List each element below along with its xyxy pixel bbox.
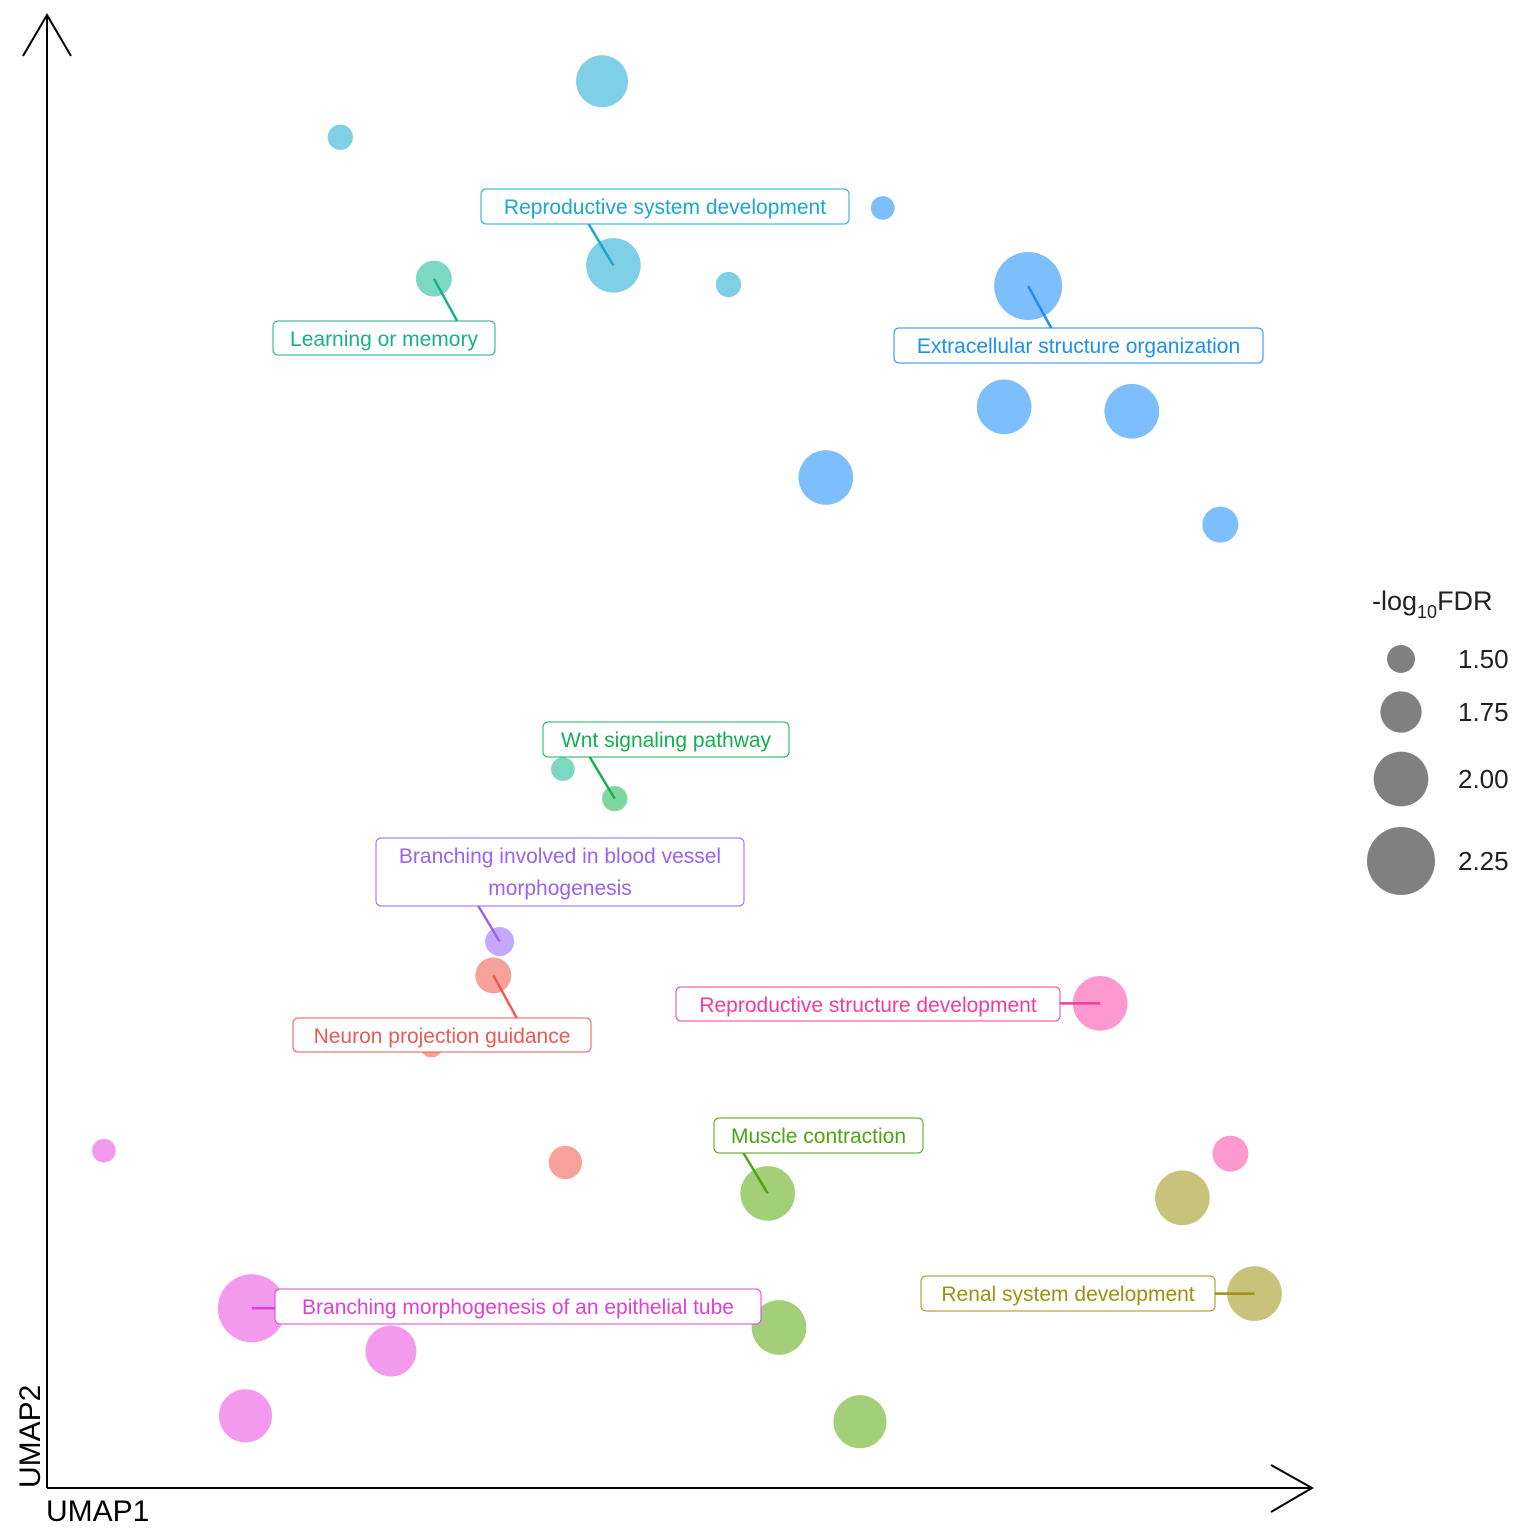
cluster-label-learning-or-memory: Learning or memory <box>272 320 496 356</box>
label-leader-extracellular-structure-organization <box>1027 285 1053 329</box>
label-box <box>713 1117 924 1154</box>
label-text: Branching morphogenesis of an epithelial… <box>302 1296 734 1319</box>
label-box <box>480 188 850 225</box>
cluster-label-branching-involved-in-blood-vessel-morphogenesis: Branching involved in blood vessel morpho… <box>375 837 745 907</box>
label-leader-branching-involved-in-blood-vessel-morphogenesis <box>477 905 501 943</box>
label-leader-wnt-signaling-pathway <box>588 756 616 800</box>
x-axis-title: UMAP1 <box>46 1495 149 1528</box>
data-point-renal-system-development-0 <box>1155 1170 1210 1226</box>
cluster-label-branching-morphogenesis-of-an-epithelial-tube: Branching morphogenesis of an epithelial… <box>274 1288 762 1325</box>
data-point-extracellular-structure-organization-2 <box>976 379 1032 435</box>
label-text: Branching involved in blood vessel <box>399 845 721 868</box>
label-box <box>542 721 790 758</box>
data-point-extracellular-structure-organization-4 <box>798 450 854 505</box>
cluster-label-reproductive-structure-development: Reproductive structure development <box>675 986 1061 1022</box>
y-axis-title: UMAP2 <box>14 1385 47 1488</box>
legend-size-key-1 <box>1380 691 1422 733</box>
label-text: Learning or memory <box>290 328 478 351</box>
data-point-branching-morphogenesis-of-an-epithelial-tube-0 <box>217 1274 286 1343</box>
legend-size-label-3: 2.25 <box>1458 846 1509 876</box>
label-leader-learning-or-memory <box>432 278 459 322</box>
data-point-muscle-contraction-1 <box>751 1300 807 1355</box>
data-point-branching-morphogenesis-of-an-epithelial-tube-2 <box>218 1389 273 1443</box>
label-box <box>272 320 496 356</box>
label-text: Reproductive system development <box>504 196 826 219</box>
cluster-label-renal-system-development: Renal system development <box>920 1275 1216 1312</box>
data-point-extracellular-structure-organization-5 <box>1202 506 1239 543</box>
label-box <box>375 837 745 907</box>
legend-size-label-2: 2.00 <box>1458 764 1509 794</box>
data-point-reproductive-system-development-1 <box>327 124 353 150</box>
legend-size-key-0 <box>1387 645 1415 673</box>
cluster-label-extracellular-structure-organization: Extracellular structure organization <box>893 327 1264 364</box>
label-leader-muscle-contraction <box>742 1152 769 1195</box>
label-text: Extracellular structure organization <box>917 335 1240 358</box>
legend-size-key-2 <box>1373 751 1429 807</box>
cluster-label-wnt-signaling-pathway: Wnt signaling pathway <box>542 721 790 758</box>
data-point-reproductive-system-development-3 <box>715 271 742 298</box>
cluster-label-reproductive-system-development: Reproductive system development <box>480 188 850 225</box>
data-point-learning-or-memory-1 <box>550 757 575 782</box>
label-text: Neuron projection guidance <box>314 1025 571 1048</box>
label-text: morphogenesis <box>488 877 632 900</box>
axes: UMAP1 UMAP2 <box>14 13 1315 1528</box>
label-box <box>274 1288 762 1325</box>
legend-size-key-3 <box>1367 827 1435 895</box>
cluster-label-muscle-contraction: Muscle contraction <box>713 1117 924 1154</box>
data-point-extracellular-structure-organization-3 <box>1104 383 1160 439</box>
label-text: Wnt signaling pathway <box>561 729 772 752</box>
data-point-extracellular-structure-organization-0 <box>870 196 895 220</box>
cluster-labels-layer: Reproductive system development Extracell… <box>272 188 1264 1325</box>
cluster-label-neuron-projection-guidance: Neuron projection guidance <box>292 1017 592 1053</box>
label-leader-reproductive-system-development <box>587 223 615 267</box>
data-point-reproductive-structure-development-1 <box>1212 1135 1249 1172</box>
data-point-branching-morphogenesis-of-an-epithelial-tube-1 <box>365 1325 417 1377</box>
points-layer <box>92 55 1282 1449</box>
label-text: Reproductive structure development <box>699 994 1037 1017</box>
label-text: Muscle contraction <box>731 1125 906 1148</box>
size-legend: -log10FDR 1.50 1.75 2.00 2.25 <box>1367 586 1509 895</box>
label-leaders-layer <box>251 223 1255 1310</box>
label-box <box>893 327 1264 364</box>
label-box <box>675 986 1061 1022</box>
label-box <box>292 1017 592 1053</box>
label-text: Renal system development <box>941 1283 1194 1306</box>
y-axis-arrow-icon <box>22 13 72 57</box>
label-box <box>920 1275 1216 1312</box>
data-point-branching-morphogenesis-of-an-epithelial-tube-3 <box>92 1138 116 1163</box>
legend-size-label-1: 1.75 <box>1458 697 1509 727</box>
data-point-muscle-contraction-2 <box>833 1395 887 1449</box>
data-point-reproductive-system-development-0 <box>576 55 629 108</box>
legend-size-label-0: 1.50 <box>1458 644 1509 674</box>
legend-title: -log10FDR <box>1372 586 1493 622</box>
x-axis-arrow-icon <box>1270 1464 1315 1513</box>
data-point-neuron-projection-guidance-1 <box>548 1145 583 1180</box>
label-leader-neuron-projection-guidance <box>492 974 518 1019</box>
